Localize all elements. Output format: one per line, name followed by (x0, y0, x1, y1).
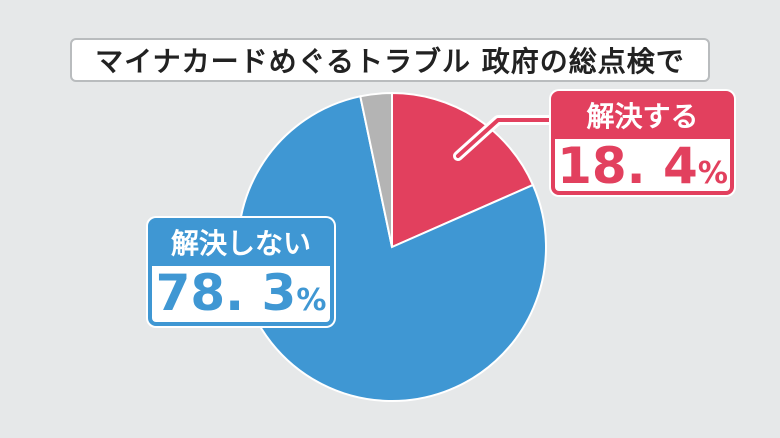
label-resolved-text: 解決する (586, 100, 699, 133)
label-resolved-value: 18. 4% (555, 139, 730, 191)
label-unresolved-value: 78. 3% (152, 266, 330, 322)
leader-line (456, 118, 555, 158)
label-unresolved-text: 解決しない (170, 227, 311, 260)
pie-slice-0 (391, 91, 535, 249)
label-resolved: 解決する 18. 4% (551, 91, 734, 195)
label-unresolved: 解決しない 78. 3% (148, 218, 334, 326)
chart-title: マイナカードめぐるトラブル 政府の総点検で (70, 38, 710, 82)
pie-slice-2 (359, 91, 393, 248)
